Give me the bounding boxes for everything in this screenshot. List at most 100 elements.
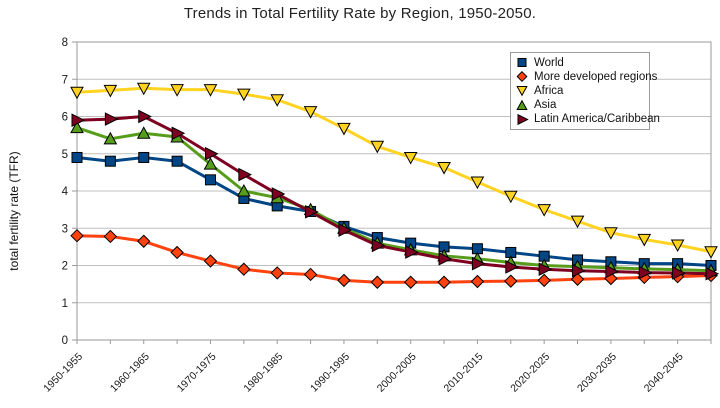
square-marker-icon: [204, 174, 216, 186]
triangle-down-marker-icon: [203, 84, 218, 97]
square-marker-icon: [138, 151, 150, 163]
triangle-up-marker-icon: [70, 120, 84, 134]
legend-label: Africa: [534, 84, 564, 97]
y-tick-label: 6: [62, 112, 68, 124]
square-marker-icon: [104, 155, 116, 167]
legend-diamond-icon: [516, 71, 528, 83]
chart-title: Trends in Total Fertility Rate by Region…: [183, 5, 537, 22]
legend-item: Asia: [515, 99, 645, 112]
diamond-marker-icon: [516, 71, 528, 83]
triangle-right-marker-icon: [238, 167, 252, 182]
triangle-right-marker-icon: [517, 113, 529, 125]
series-line: [75, 155, 713, 267]
diamond-marker-icon: [303, 267, 318, 282]
legend-label: Asia: [534, 99, 557, 112]
y-tick-label: 8: [62, 37, 68, 49]
legend-square-icon: [517, 58, 527, 68]
triangle-down-marker-icon: [170, 84, 184, 97]
triangle-up-marker-icon: [136, 126, 151, 139]
triangle-right-marker-icon: [171, 126, 186, 141]
triangle-right-marker-icon: [305, 205, 319, 219]
diamond-marker-icon: [137, 234, 151, 248]
diamond-marker-icon: [437, 275, 451, 289]
triangle-right-marker-icon: [705, 266, 720, 281]
triangle-right-marker-icon: [104, 112, 119, 126]
square-marker-icon: [171, 155, 183, 167]
triangle-up-marker-icon: [203, 157, 218, 170]
triangle-down-marker-icon: [670, 239, 685, 253]
triangle-right-marker-icon: [471, 256, 486, 271]
series-line: [75, 115, 713, 276]
series-asia: [70, 120, 718, 277]
legend-item: World: [515, 56, 645, 69]
diamond-marker-icon: [403, 275, 418, 289]
legend-triangle-down-icon: [516, 86, 528, 97]
triangle-up-marker-icon: [516, 99, 528, 110]
x-tick-label: 2030-2035: [575, 351, 619, 395]
diamond-marker-icon: [504, 274, 518, 288]
triangle-down-marker-icon: [570, 215, 585, 229]
y-tick-label: 5: [62, 149, 68, 161]
diamond-marker-icon: [337, 273, 351, 288]
triangle-down-marker-icon: [70, 86, 84, 100]
diamond-marker-icon: [570, 272, 585, 286]
x-tick-label: 2000-2005: [375, 351, 419, 395]
square-marker-icon: [517, 58, 527, 68]
legend-triangle-right-icon: [517, 113, 529, 125]
diamond-marker-icon: [270, 266, 284, 280]
square-marker-icon: [71, 151, 83, 163]
triangle-down-marker-icon: [403, 151, 418, 165]
y-tick-label: 7: [62, 74, 68, 86]
triangle-right-marker-icon: [438, 251, 453, 266]
triangle-down-marker-icon: [704, 246, 718, 259]
series-africa: [70, 82, 718, 259]
triangle-down-marker-icon: [136, 82, 151, 96]
triangle-down-marker-icon: [470, 176, 485, 190]
x-tick-label: 1990-1995: [308, 351, 352, 395]
triangle-down-marker-icon: [537, 204, 552, 217]
triangle-down-marker-icon: [103, 84, 118, 98]
triangle-down-marker-icon: [337, 122, 351, 136]
triangle-right-marker-icon: [572, 263, 586, 278]
series-line: [75, 86, 713, 254]
x-tick-label: 2040-2045: [642, 351, 686, 395]
triangle-right-marker-icon: [338, 223, 353, 237]
y-tick-label: 3: [62, 223, 68, 235]
diamond-marker-icon: [103, 229, 118, 244]
legend-item: Latin America/Caribbean: [515, 113, 660, 126]
triangle-down-marker-icon: [303, 106, 318, 119]
legend-item: Africa: [515, 84, 645, 97]
y-tick-label: 0: [62, 335, 68, 347]
y-tick-label: 2: [62, 261, 68, 273]
triangle-right-marker-icon: [538, 262, 553, 277]
series-world: [71, 151, 717, 271]
triangle-down-marker-icon: [516, 86, 528, 97]
triangle-right-marker-icon: [138, 109, 152, 124]
series-more-developed-regions: [70, 228, 718, 289]
y-tick-label: 4: [62, 186, 69, 198]
triangle-right-marker-icon: [505, 260, 519, 274]
diamond-marker-icon: [170, 245, 184, 260]
x-tick-label: 1950-1955: [41, 351, 85, 395]
legend-label: World: [534, 56, 564, 69]
diamond-marker-icon: [470, 274, 485, 289]
legend: World More developed regions Africa Asia Lat…: [510, 52, 660, 130]
triangle-right-marker-icon: [405, 245, 419, 259]
triangle-down-marker-icon: [270, 94, 285, 107]
triangle-right-marker-icon: [371, 238, 386, 253]
triangle-right-marker-icon: [204, 146, 219, 161]
x-tick-label: 2010-2015: [442, 351, 486, 395]
triangle-right-marker-icon: [271, 187, 286, 201]
series-latin-america-caribbean: [71, 109, 720, 281]
triangle-right-marker-icon: [71, 113, 86, 128]
diamond-marker-icon: [237, 262, 251, 276]
triangle-right-marker-icon: [638, 265, 653, 280]
x-tick-label: 2020-2025: [508, 351, 552, 395]
triangle-up-marker-icon: [103, 131, 118, 145]
x-tick-label: 1960-1965: [108, 351, 152, 395]
triangle-down-marker-icon: [236, 88, 251, 102]
diamond-marker-icon: [370, 275, 385, 289]
triangle-right-marker-icon: [605, 264, 620, 279]
